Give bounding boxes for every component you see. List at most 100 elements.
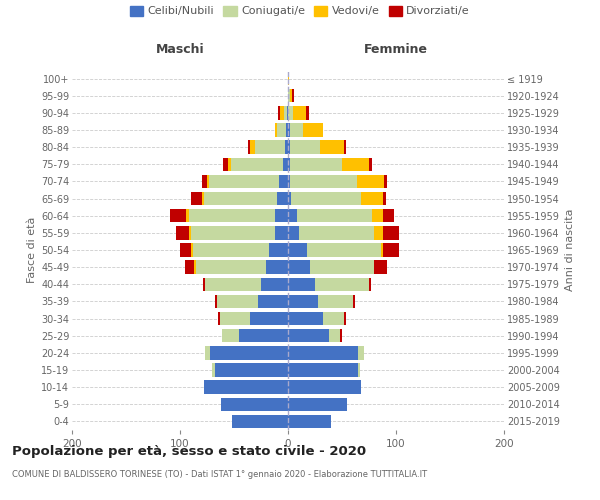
Bar [288, 364, 358, 376]
Bar [288, 398, 347, 411]
Bar [283, 158, 288, 171]
Bar [266, 260, 288, 274]
Bar [187, 209, 188, 222]
Bar [374, 226, 383, 239]
Bar [278, 106, 280, 120]
Text: Maschi: Maschi [155, 44, 205, 57]
Bar [261, 278, 288, 291]
Bar [290, 124, 303, 136]
Bar [202, 192, 204, 205]
Bar [288, 294, 318, 308]
Bar [288, 260, 310, 274]
Bar [315, 278, 369, 291]
Text: Popolazione per età, sesso e stato civile - 2020: Popolazione per età, sesso e stato civil… [12, 445, 366, 458]
Text: Femmine: Femmine [364, 44, 428, 57]
Bar [374, 260, 388, 274]
Bar [299, 226, 374, 239]
Bar [215, 294, 217, 308]
Bar [288, 106, 293, 120]
Bar [288, 124, 290, 136]
Bar [205, 346, 210, 360]
Legend: Celibi/Nubili, Coniugati/e, Vedovi/e, Divorziati/e: Celibi/Nubili, Coniugati/e, Vedovi/e, Di… [130, 6, 470, 16]
Bar [277, 124, 286, 136]
Bar [258, 294, 288, 308]
Bar [384, 174, 388, 188]
Bar [207, 174, 209, 188]
Bar [342, 158, 369, 171]
Bar [217, 294, 258, 308]
Bar [284, 106, 287, 120]
Bar [383, 226, 399, 239]
Bar [344, 312, 346, 326]
Bar [191, 226, 275, 239]
Bar [215, 364, 288, 376]
Bar [203, 278, 205, 291]
Bar [286, 124, 288, 136]
Bar [290, 174, 357, 188]
Bar [275, 209, 288, 222]
Bar [288, 414, 331, 428]
Bar [188, 226, 191, 239]
Bar [196, 260, 266, 274]
Bar [296, 209, 372, 222]
Bar [209, 174, 280, 188]
Bar [185, 260, 194, 274]
Bar [231, 158, 283, 171]
Bar [358, 364, 361, 376]
Bar [290, 89, 292, 102]
Bar [291, 192, 361, 205]
Bar [194, 260, 196, 274]
Bar [288, 209, 296, 222]
Bar [310, 260, 374, 274]
Bar [288, 192, 291, 205]
Bar [383, 244, 399, 256]
Bar [269, 244, 288, 256]
Bar [205, 278, 261, 291]
Bar [232, 414, 288, 428]
Bar [288, 72, 289, 86]
Bar [288, 329, 329, 342]
Bar [250, 140, 254, 154]
Bar [254, 140, 285, 154]
Bar [188, 209, 275, 222]
Bar [292, 89, 295, 102]
Bar [318, 294, 353, 308]
Bar [369, 158, 372, 171]
Bar [344, 140, 346, 154]
Bar [275, 124, 277, 136]
Bar [202, 174, 207, 188]
Bar [288, 140, 290, 154]
Bar [340, 329, 342, 342]
Bar [222, 329, 239, 342]
Bar [303, 124, 323, 136]
Bar [193, 244, 269, 256]
Bar [290, 140, 320, 154]
Bar [176, 226, 188, 239]
Bar [307, 244, 381, 256]
Bar [277, 192, 288, 205]
Bar [288, 380, 361, 394]
Bar [381, 244, 383, 256]
Bar [275, 226, 288, 239]
Bar [288, 226, 299, 239]
Y-axis label: Fasce di età: Fasce di età [26, 217, 37, 283]
Bar [288, 244, 307, 256]
Bar [204, 192, 277, 205]
Bar [288, 158, 290, 171]
Bar [288, 174, 290, 188]
Bar [170, 209, 187, 222]
Bar [383, 192, 386, 205]
Bar [369, 278, 371, 291]
Bar [227, 158, 231, 171]
Bar [290, 158, 342, 171]
Bar [287, 106, 288, 120]
Bar [307, 106, 308, 120]
Bar [383, 209, 394, 222]
Bar [191, 244, 193, 256]
Bar [221, 398, 288, 411]
Bar [218, 312, 220, 326]
Bar [210, 346, 288, 360]
Bar [329, 329, 340, 342]
Bar [320, 140, 344, 154]
Bar [248, 140, 250, 154]
